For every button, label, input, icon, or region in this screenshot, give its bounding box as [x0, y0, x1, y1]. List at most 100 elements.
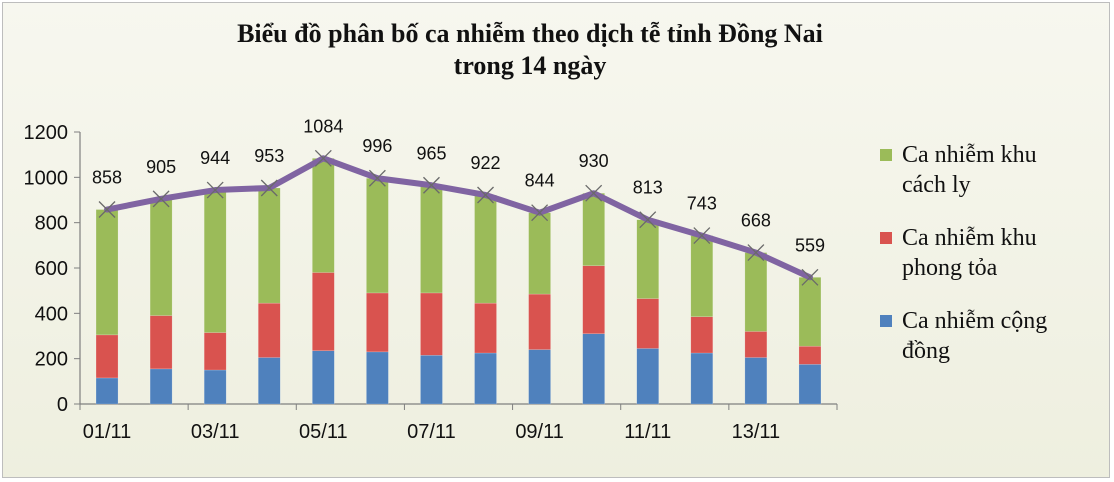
total-point: [206, 181, 224, 199]
total-data-label: 996: [362, 136, 392, 156]
bar-cach-ly: [744, 252, 768, 332]
bar-cach-ly: [474, 194, 497, 304]
bar-cach-ly: [528, 212, 551, 295]
total-point: [585, 184, 603, 202]
bar-cong-dong: [312, 350, 335, 405]
total-data-label: 930: [579, 151, 609, 171]
total-point: [477, 186, 494, 204]
total-point: [531, 204, 549, 222]
total-data-label: 813: [633, 178, 663, 198]
total-point: [98, 201, 116, 218]
total-point: [423, 176, 440, 194]
bar-phong-toa: [744, 331, 768, 358]
y-tick-label: 400: [35, 303, 68, 325]
x-tick-label: 03/11: [191, 421, 240, 443]
x-tick-label: 05/11: [299, 421, 348, 443]
bar-cong-dong: [798, 364, 822, 405]
bar-phong-toa: [95, 334, 119, 379]
total-point: [747, 244, 765, 262]
chart-title-line-1: Biểu đồ phân bố ca nhiễm theo dịch tễ tỉ…: [237, 19, 823, 48]
bar-cong-dong: [528, 349, 551, 405]
bar-cong-dong: [420, 355, 443, 405]
bar-cach-ly: [258, 187, 281, 304]
bar-cong-dong: [95, 377, 119, 405]
bar-cong-dong: [690, 352, 714, 405]
legend-label-cong-dong-line-1: Ca nhiễm cộng: [902, 308, 1048, 334]
y-tick-label: 800: [35, 213, 68, 235]
total-data-label: 965: [416, 143, 446, 163]
bar-phong-toa: [203, 332, 227, 371]
bar-phong-toa: [312, 272, 335, 351]
total-point: [260, 179, 278, 197]
total-point: [639, 211, 657, 229]
bar-cach-ly: [203, 189, 227, 333]
legend-label-phong-toa-line-1: Ca nhiễm khu: [902, 225, 1037, 251]
bar-phong-toa: [420, 292, 443, 356]
y-tick-label: 200: [35, 349, 68, 371]
bar-cach-ly: [420, 185, 443, 294]
bar-cong-dong: [366, 351, 389, 405]
total-data-label: 668: [741, 211, 771, 231]
legend-item-cach-ly: Ca nhiễm khu cách ly: [880, 140, 1100, 200]
chart-title-line-2: trong 14 ngày: [453, 51, 607, 80]
bar-phong-toa: [690, 316, 714, 354]
bar-phong-toa: [582, 265, 605, 334]
total-data-label: 1084: [303, 116, 343, 136]
legend-swatch-phong-toa: [880, 232, 892, 244]
legend-label-cach-ly-line-1: Ca nhiễm khu: [902, 142, 1037, 168]
total-data-label: 953: [254, 146, 284, 166]
total-data-label: 905: [146, 157, 176, 177]
total-data-label: 858: [92, 168, 122, 188]
bar-phong-toa: [474, 302, 497, 354]
bar-cong-dong: [474, 352, 497, 405]
total-data-label: 844: [525, 171, 555, 191]
bar-phong-toa: [528, 293, 551, 350]
bar-cach-ly: [312, 158, 335, 273]
bar-phong-toa: [258, 302, 281, 358]
y-tick-label: 1200: [24, 122, 69, 144]
bar-phong-toa: [636, 298, 659, 349]
chart-legend: Ca nhiễm khu cách ly Ca nhiễm khu phong …: [880, 140, 1100, 389]
total-data-label: 922: [471, 153, 501, 173]
bar-cach-ly: [366, 177, 389, 294]
bar-cong-dong: [203, 369, 227, 405]
x-tick-label: 07/11: [407, 421, 456, 443]
bar-cong-dong: [636, 348, 659, 405]
total-point: [152, 190, 170, 208]
total-data-label: 944: [200, 148, 230, 168]
total-point: [693, 227, 711, 245]
bar-cach-ly: [582, 192, 605, 266]
total-point: [314, 149, 332, 167]
y-tick-label: 1000: [24, 167, 69, 189]
total-data-label: 559: [795, 235, 825, 255]
bar-cach-ly: [690, 235, 714, 317]
x-tick-label: 09/11: [515, 421, 564, 443]
x-tick-label: 01/11: [83, 421, 132, 443]
legend-label-cach-ly-line-2: cách ly: [902, 172, 971, 198]
x-tick-label: 11/11: [624, 421, 671, 443]
legend-label-cong-dong-line-2: đồng: [902, 338, 950, 364]
x-tick-label: 13/11: [732, 421, 781, 443]
legend-swatch-cong-dong: [880, 315, 892, 327]
bar-cong-dong: [149, 368, 173, 405]
y-tick-label: 0: [57, 394, 68, 416]
bar-cach-ly: [798, 277, 822, 347]
bar-cach-ly: [636, 219, 659, 299]
bar-phong-toa: [366, 292, 389, 353]
total-data-label: 743: [687, 194, 717, 214]
bar-cach-ly: [95, 209, 119, 336]
bar-cach-ly: [149, 198, 173, 316]
bar-cong-dong: [744, 357, 768, 405]
legend-item-cong-dong: Ca nhiễm cộng đồng: [880, 306, 1100, 366]
bar-cong-dong: [258, 357, 281, 405]
total-point: [368, 169, 386, 187]
y-tick-label: 600: [35, 258, 68, 280]
legend-item-phong-toa: Ca nhiễm khu phong tỏa: [880, 223, 1100, 283]
total-point: [801, 268, 819, 286]
bar-phong-toa: [798, 345, 822, 365]
bar-cong-dong: [582, 333, 605, 405]
legend-swatch-cach-ly: [880, 149, 892, 161]
total-line: [104, 155, 813, 281]
bar-phong-toa: [149, 315, 173, 370]
